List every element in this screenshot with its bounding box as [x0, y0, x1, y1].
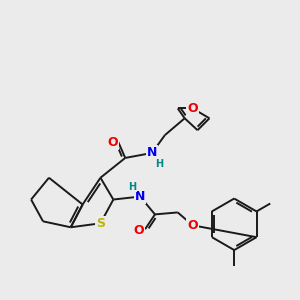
Text: N: N [135, 190, 145, 203]
Text: H: H [128, 182, 136, 192]
Text: O: O [187, 219, 198, 232]
Text: O: O [107, 136, 118, 148]
Text: H: H [155, 159, 163, 169]
Text: N: N [147, 146, 157, 160]
Text: S: S [96, 217, 105, 230]
Text: O: O [134, 224, 144, 237]
Text: O: O [187, 102, 198, 115]
